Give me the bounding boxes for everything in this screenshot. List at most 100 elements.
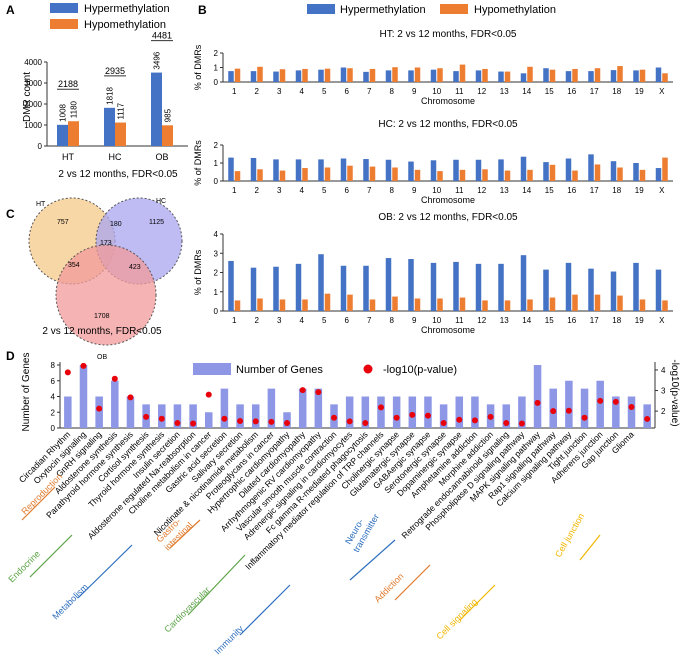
panel-b-ytick-label: 1 — [214, 64, 219, 73]
panel-d-group-label: Cell junction — [553, 512, 586, 559]
panel-a-bar-hypo — [115, 122, 126, 146]
panel-a-ytick-label: 3000 — [24, 79, 42, 88]
panel-b-chromosome-label: X — [659, 316, 665, 325]
panel-d-bar — [79, 365, 88, 428]
panel-a-chart: Hypermethylation Hypomethylation DMR cou… — [22, 3, 188, 180]
panel-a-caption: 2 vs 12 months, FDR<0.05 — [58, 169, 178, 180]
panel-d-y2tick-label: 3 — [661, 387, 666, 396]
panel-b-chromosome-label: 18 — [612, 316, 621, 325]
panel-a-total-label: 2935 — [105, 66, 125, 76]
panel-b-bar-hypo — [594, 294, 601, 311]
panel-b-bar-hyper — [318, 69, 324, 82]
panel-b-subplot-title: HC: 2 vs 12 months, FDR<0.05 — [378, 119, 518, 130]
panel-b-chromosome-label: 6 — [345, 316, 350, 325]
panel-d-bar — [204, 412, 213, 428]
panel-b-bar-hypo — [549, 297, 556, 311]
panel-d-dot — [456, 416, 463, 423]
panel-b-chromosome-label: 3 — [277, 87, 282, 96]
panel-b-bar-hyper — [430, 69, 437, 82]
panel-d-dot — [158, 415, 165, 422]
panel-b-bar-hypo — [572, 170, 578, 181]
panel-b-chromosome-label: 8 — [390, 87, 395, 96]
panel-b-bar-hypo — [302, 68, 308, 82]
panel-b-bar-hyper — [228, 71, 234, 82]
panel-b-chromosome-label: 16 — [567, 87, 576, 96]
panel-b-ytick-label: 2 — [214, 141, 219, 150]
panel-d-dot — [612, 398, 619, 405]
panel-d-ytick-label: 0 — [51, 424, 56, 433]
panel-b-bar-hypo — [257, 298, 263, 311]
panel-a-ylabel: DMR count — [22, 72, 33, 122]
panel-b-chromosome-label: 10 — [432, 87, 441, 96]
panel-b-bar-hypo — [392, 67, 398, 82]
panel-d-group-bracket — [579, 534, 601, 561]
panel-b-bar-hyper — [250, 157, 257, 181]
panel-b-bar-hyper — [408, 161, 414, 181]
panel-b-ytick-label: 2 — [214, 49, 219, 58]
panel-b-chromosome-label: X — [659, 186, 665, 195]
panel-d-group-bracket — [394, 564, 431, 601]
panel-d-ytick-label: 4 — [51, 393, 56, 402]
panel-d-dot — [644, 415, 651, 422]
panel-d-dot — [64, 369, 71, 376]
panel-b-chromosome-label: 1 — [232, 316, 237, 325]
panel-d-bar — [236, 404, 244, 428]
panel-b-chromosome-label: 12 — [477, 316, 486, 325]
panel-b-xlabel: Chromosome — [421, 96, 475, 106]
panel-b-bar-hypo — [504, 71, 511, 82]
panel-b-chromosome-label: 10 — [432, 316, 441, 325]
panel-label-b: B — [198, 3, 207, 17]
panel-d-bar — [361, 396, 370, 428]
panel-b-bar-hyper — [408, 70, 414, 82]
panel-d-bar — [267, 388, 276, 428]
panel-b-ylabel: % of DMRs — [193, 140, 203, 186]
panel-b-bar-hypo — [639, 299, 646, 311]
panel-b-bar-hyper — [273, 159, 279, 181]
panel-d-group-bracket — [169, 519, 201, 549]
panel-d-bar — [173, 404, 182, 428]
panel-b-bar-hyper — [453, 261, 459, 311]
panel-d-bar — [565, 380, 573, 428]
panel-d-dot — [581, 414, 588, 421]
panel-d-bar — [596, 380, 604, 428]
panel-b-chromosome-label: 18 — [612, 186, 621, 195]
panel-b-bar-hypo — [324, 167, 331, 181]
panel-b-bar-hyper — [295, 159, 302, 181]
panel-b-bar-hypo — [594, 164, 601, 181]
panel-d-dot — [550, 408, 557, 415]
panel-b-xlabel: Chromosome — [421, 325, 475, 335]
panel-b-bar-hyper — [633, 70, 639, 82]
panel-b-chromosome-label: 6 — [345, 87, 350, 96]
venn-ht-hc: 180 — [110, 221, 122, 228]
panel-b-chromosome-label: 14 — [522, 186, 531, 195]
panel-b-bar-hyper — [250, 71, 257, 82]
panel-label-d: D — [6, 349, 15, 363]
panel-b-bar-hypo — [572, 68, 578, 82]
panel-a-value-label: 985 — [164, 108, 173, 122]
legend-swatch-genes — [193, 363, 231, 375]
panel-b-ytick-label: 3 — [214, 249, 219, 258]
panel-d-group-label: Addiction — [372, 571, 405, 604]
panel-d-bar — [424, 396, 432, 428]
panel-d-dot — [190, 420, 197, 427]
panel-b-bar-hypo — [302, 299, 308, 311]
panel-b-chart: Hypermethylation Hypomethylation HT: 2 v… — [193, 4, 673, 335]
panel-b-subplot-title: HT: 2 vs 12 months, FDR<0.05 — [379, 29, 516, 40]
panel-b-chromosome-label: 10 — [432, 186, 441, 195]
panel-a-value-label: 1180 — [70, 100, 79, 118]
panel-a-ytick-label: 4000 — [24, 58, 42, 67]
panel-b-chromosome-label: 15 — [545, 186, 554, 195]
panel-d-bar — [220, 388, 229, 428]
panel-d-dot — [252, 418, 259, 425]
panel-b-chromosome-label: 4 — [300, 186, 305, 195]
panel-d-dot — [80, 362, 87, 369]
panel-b-bar-hypo — [617, 66, 623, 82]
panel-b-bar-hypo — [234, 300, 241, 311]
legend-label-hyper: Hypermethylation — [84, 3, 170, 15]
panel-b-chromosome-label: 13 — [500, 316, 509, 325]
panel-d-dot — [174, 420, 181, 427]
panel-b-chromosome-label: 12 — [477, 186, 486, 195]
panel-d-dot — [628, 404, 635, 410]
panel-d-group-label: Metabolism — [50, 582, 90, 622]
panel-b-chromosome-label: 8 — [390, 186, 395, 195]
